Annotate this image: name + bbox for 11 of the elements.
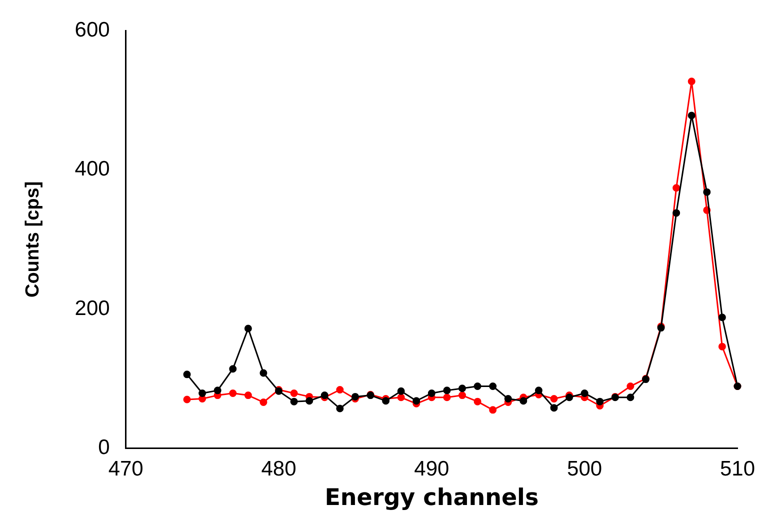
x-tick-label: 490	[414, 458, 450, 481]
x-axis-title: Energy channels	[324, 485, 539, 512]
y-tick-label: 400	[74, 158, 110, 181]
x-tick-label: 480	[261, 458, 296, 481]
y-axis-title: Counts [cps]	[22, 181, 44, 298]
y-tick-label: 600	[74, 18, 110, 42]
x-tick-label: 510	[720, 458, 756, 481]
x-tick-label: 500	[567, 458, 602, 481]
x-tick-label: 470	[108, 458, 144, 481]
y-tick-label: 200	[74, 296, 110, 320]
y-tick-label: 0	[98, 436, 110, 459]
